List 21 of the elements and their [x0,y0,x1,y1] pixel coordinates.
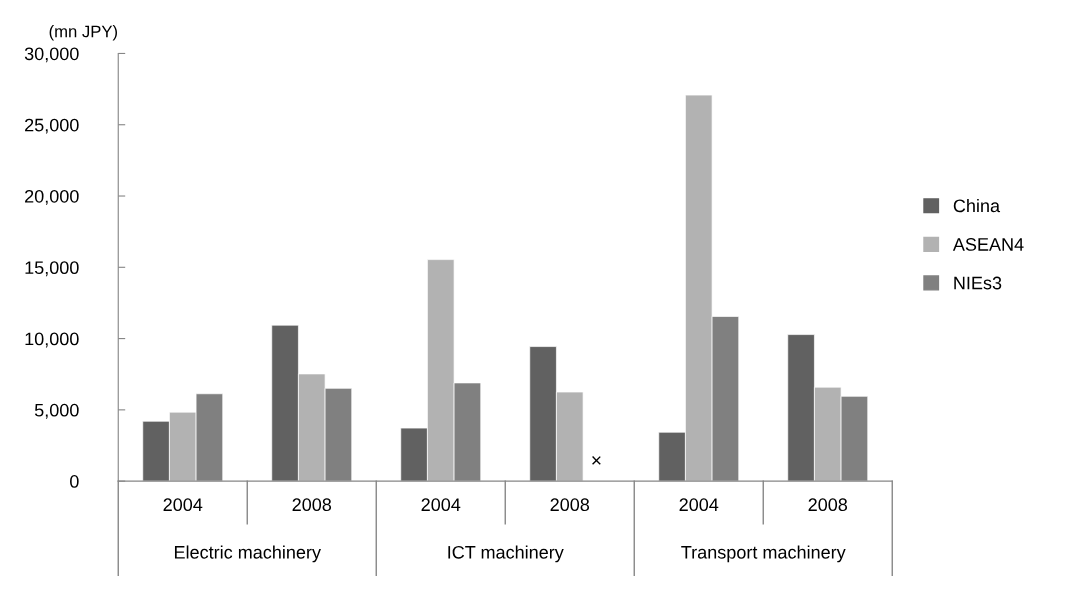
x-tick-label: 2008 [292,498,332,512]
x-tick-label: 2004 [421,498,461,512]
y-tick-label: 15,000 [25,261,79,277]
y-tick-label: 5,000 [34,403,79,419]
x-tick-label: 2008 [550,498,590,512]
annotation: × [592,456,601,465]
legend-label: NIEs3 [954,276,1002,290]
x-tick-label: 2008 [808,498,848,512]
x-tick-label: 2004 [679,498,719,512]
text: Transport machinery [681,545,846,563]
legend-label: China [953,198,1001,213]
legend-label: ASEAN4 [952,238,1024,251]
y-tick-label: 10,000 [25,332,79,348]
y-axis-title: (mn JPY) [49,25,118,41]
text: Electric machinery [174,545,321,563]
y-tick-label: 30,000 [24,47,79,63]
y-tick-label: 20,000 [25,189,79,205]
y-tick-label: 25,000 [25,118,79,134]
y-tick-label: 0 [70,475,79,488]
text: ICT machinery [448,545,564,563]
x-tick-label: 2004 [163,498,203,512]
